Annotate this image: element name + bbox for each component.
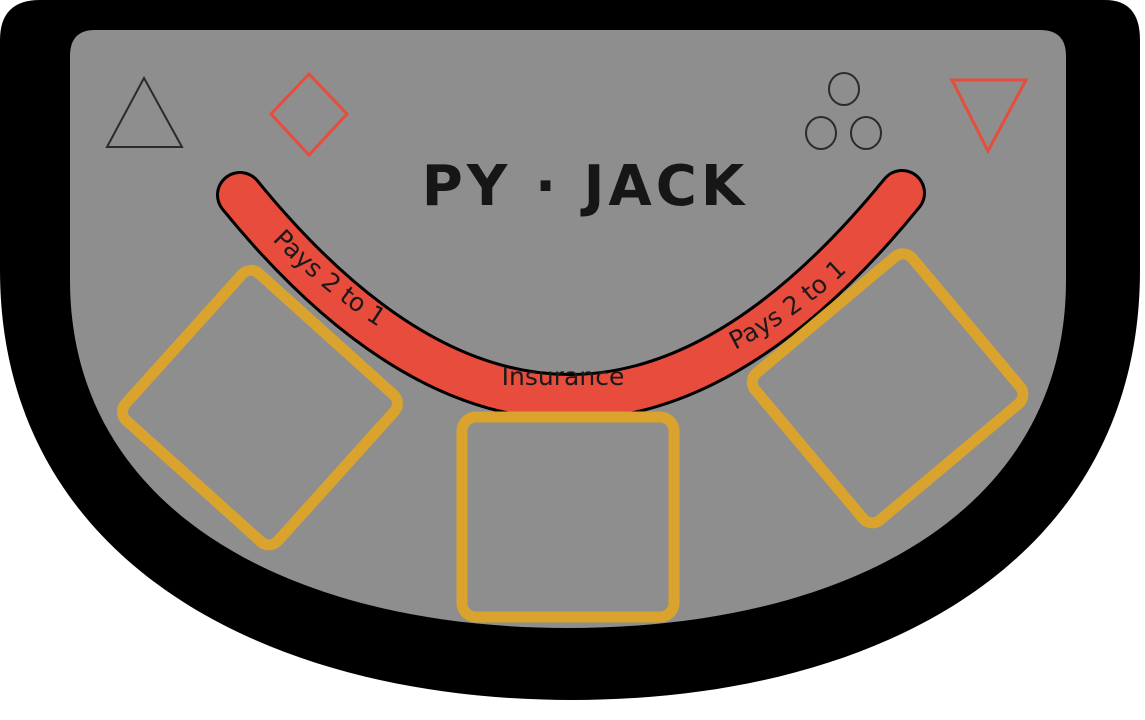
triangle-up-icon	[105, 75, 184, 148]
bet-spot-left[interactable]	[116, 264, 403, 551]
table-felt	[70, 30, 1066, 628]
insurance-band-fill	[219, 172, 923, 418]
bet-spot-right[interactable]	[746, 248, 1029, 529]
bet-spot-center[interactable]	[456, 411, 680, 623]
three-circles-icon	[805, 72, 882, 150]
diamond-icon	[268, 71, 350, 158]
triangle-down-icon	[949, 78, 1029, 155]
table-title: PY · JACK	[422, 154, 749, 219]
insurance-label: Insurance	[502, 362, 625, 391]
